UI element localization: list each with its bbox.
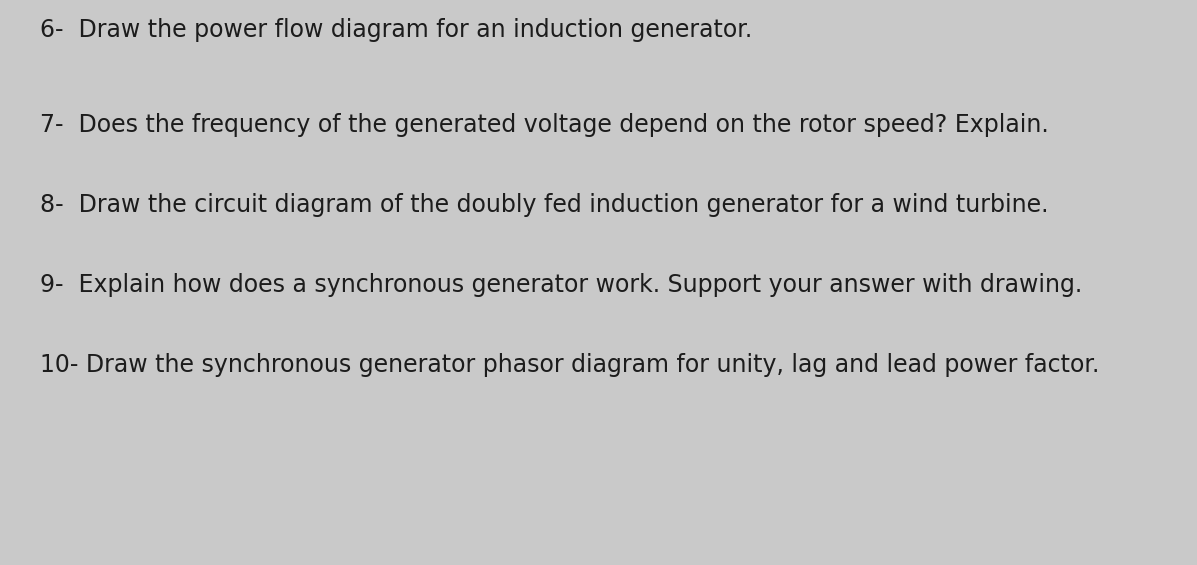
Text: 8-  Draw the circuit diagram of the doubly fed induction generator for a wind tu: 8- Draw the circuit diagram of the doubl…	[40, 193, 1049, 217]
Text: 9-  Explain how does a synchronous generator work. Support your answer with draw: 9- Explain how does a synchronous genera…	[40, 273, 1082, 297]
Text: 6-  Draw the power flow diagram for an induction generator.: 6- Draw the power flow diagram for an in…	[40, 18, 752, 42]
Text: 10- Draw the synchronous generator phasor diagram for unity, lag and lead power : 10- Draw the synchronous generator phaso…	[40, 353, 1099, 377]
Text: 7-  Does the frequency of the generated voltage depend on the rotor speed? Expla: 7- Does the frequency of the generated v…	[40, 113, 1049, 137]
